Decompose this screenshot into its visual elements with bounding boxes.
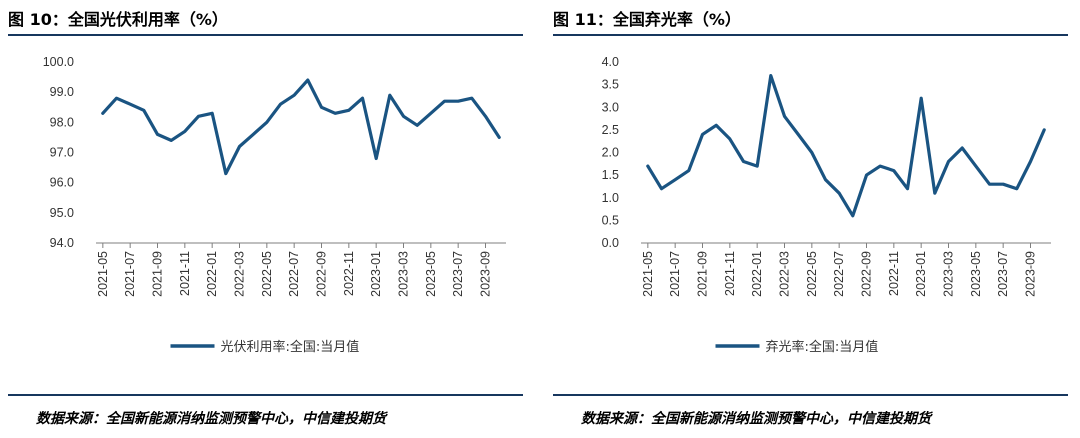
y-tick-label: 1.5: [602, 168, 619, 182]
y-tick-label: 0.5: [602, 213, 619, 227]
x-tick-label: 2021-05: [96, 251, 110, 297]
source-note: 数据来源：全国新能源消纳监测预警中心，中信建投期货: [581, 411, 931, 427]
x-tick-label: 2023-03: [942, 251, 956, 297]
x-tick-label: 2022-09: [315, 251, 329, 297]
x-tick-label: 2021-09: [151, 251, 165, 297]
x-tick-label: 2023-09: [1024, 251, 1038, 297]
x-tick-label: 2023-03: [397, 251, 411, 297]
source-rule: [8, 394, 523, 396]
x-tick-label: 2023-05: [424, 251, 438, 297]
y-tick-label: 97.0: [50, 146, 74, 160]
y-tick-label: 99.0: [50, 85, 74, 99]
source-rule: [553, 394, 1068, 396]
curtailment-line-chart: 4.0 3.5 3.0 2.5 2.0 1.5 1.0 0.5 0.0 2021-05 2021-0…: [602, 55, 1051, 355]
legend-label: 光伏利用率:全国:当月值: [221, 339, 360, 355]
x-tick-label: 2023-09: [479, 251, 493, 297]
y-tick-label: 96.0: [50, 176, 74, 190]
x-tick-label: 2022-05: [260, 251, 274, 297]
y-tick-label: 3.5: [602, 78, 619, 92]
figure-title: 图 10：全国光伏利用率（%）: [8, 10, 228, 29]
x-tick-label: 2022-09: [860, 251, 874, 297]
title-rule: [553, 34, 1068, 36]
chart-panel-utilization: 图 10：全国光伏利用率（%） 100.0 99.0 98.0 97.0 96.0 95.…: [8, 0, 523, 438]
series-line: [646, 73, 1046, 218]
title-rule: [8, 34, 523, 36]
y-tick-label: 3.0: [602, 100, 619, 114]
series-line: [101, 78, 501, 176]
y-tick-label: 4.0: [602, 55, 619, 69]
y-tick-label: 100.0: [43, 55, 74, 69]
x-tick-label: 2021-07: [123, 251, 137, 297]
x-tick-label: 2022-03: [233, 251, 247, 297]
x-tick-label: 2022-01: [750, 251, 764, 297]
utilization-line-chart: 100.0 99.0 98.0 97.0 96.0 95.0 94.0 2021-05 2021…: [43, 55, 506, 355]
x-tick-label: 2023-05: [969, 251, 983, 297]
y-tick-label: 98.0: [50, 115, 74, 129]
y-tick-label: 95.0: [50, 206, 74, 220]
y-tick-label: 0.0: [602, 236, 619, 250]
x-tick-label: 2022-11: [342, 251, 356, 296]
x-tick-label: 2022-11: [887, 251, 901, 296]
x-tick-label: 2021-11: [178, 251, 192, 296]
x-tick-label: 2021-05: [641, 251, 655, 297]
y-tick-label: 1.0: [602, 191, 619, 205]
x-tick-label: 2022-05: [805, 251, 819, 297]
figure-title: 图 11：全国弃光率（%）: [553, 10, 741, 29]
x-tick-label: 2023-07: [451, 251, 465, 297]
chart-panel-curtailment: 图 11：全国弃光率（%） 4.0 3.5 3.0 2.5 2.0 1.5 1.0 0.5 0.…: [553, 0, 1068, 438]
x-tick-label: 2022-03: [778, 251, 792, 297]
x-tick-label: 2022-07: [832, 251, 846, 297]
source-note: 数据来源：全国新能源消纳监测预警中心，中信建投期货: [36, 411, 386, 427]
x-tick-label: 2023-07: [996, 251, 1010, 297]
x-tick-label: 2021-09: [696, 251, 710, 297]
legend-label: 弃光率:全国:当月值: [766, 339, 879, 355]
x-tick-label: 2022-07: [287, 251, 301, 297]
x-tick-label: 2021-11: [723, 251, 737, 296]
y-tick-label: 2.5: [602, 123, 619, 137]
y-tick-label: 94.0: [50, 236, 74, 250]
x-tick-label: 2023-01: [914, 251, 928, 297]
x-tick-label: 2021-07: [668, 251, 682, 297]
x-tick-label: 2023-01: [369, 251, 383, 297]
y-tick-label: 2.0: [602, 146, 619, 160]
x-tick-label: 2022-01: [205, 251, 219, 297]
